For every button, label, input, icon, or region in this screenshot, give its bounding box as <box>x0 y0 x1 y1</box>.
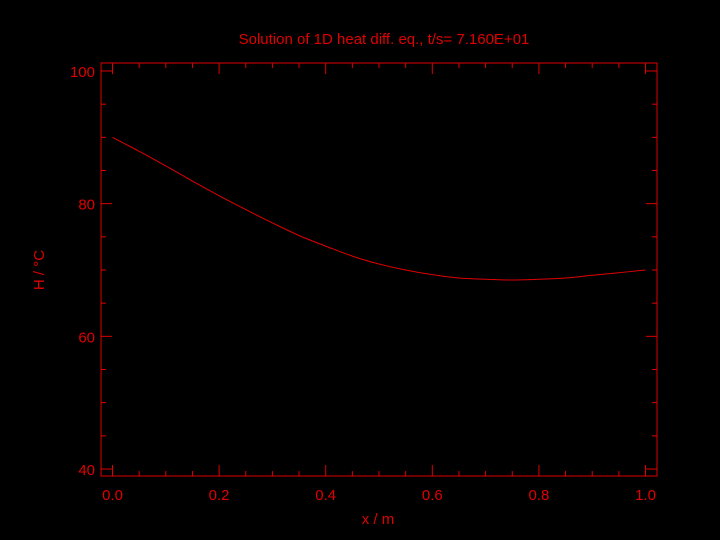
x-tick-label: 0.4 <box>315 487 336 504</box>
x-tick-label: 0.0 <box>102 487 123 504</box>
x-axis-label: x / m <box>362 511 395 528</box>
y-axis-label: H / °C <box>31 250 48 290</box>
y-tick-label: 80 <box>78 197 95 214</box>
series-line <box>112 136 646 281</box>
x-tick-label: 0.6 <box>422 487 443 504</box>
tick-group <box>101 63 657 476</box>
x-tick-label: 0.2 <box>209 487 230 504</box>
x-tick-label: 0.8 <box>528 487 549 504</box>
tick-label-group: 0.0 0.2 0.4 0.6 0.8 1.0 40 60 80 100 <box>70 64 656 504</box>
y-tick-label: 60 <box>78 329 95 346</box>
y-tick-label: 40 <box>78 462 95 479</box>
chart-title: Solution of 1D heat diff. eq., t/s= 7.16… <box>239 31 530 48</box>
x-tick-label: 1.0 <box>635 487 656 504</box>
series-group <box>112 136 646 281</box>
plot-frame <box>100 62 658 477</box>
y-tick-label: 100 <box>70 64 95 81</box>
